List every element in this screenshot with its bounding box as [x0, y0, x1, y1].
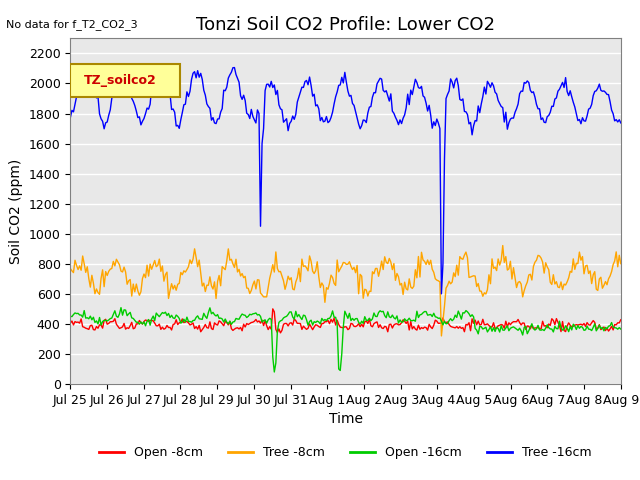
- Text: TZ_soilco2: TZ_soilco2: [84, 74, 157, 87]
- Open -8cm: [249, 319, 257, 325]
- Tree -8cm: [258, 292, 266, 298]
- Open -8cm: [276, 330, 284, 336]
- Tree -8cm: [617, 261, 625, 266]
- Open -8cm: [134, 321, 141, 327]
- Open -16cm: [617, 326, 625, 332]
- Open -16cm: [136, 321, 143, 327]
- Text: No data for f_T2_CO2_3: No data for f_T2_CO2_3: [6, 19, 138, 30]
- Line: Open -16cm: Open -16cm: [70, 308, 621, 372]
- Open -16cm: [67, 313, 74, 319]
- Line: Open -8cm: Open -8cm: [70, 309, 621, 333]
- X-axis label: Time: Time: [328, 412, 363, 426]
- Tree -8cm: [499, 243, 507, 249]
- Open -8cm: [230, 326, 238, 332]
- Tree -8cm: [67, 266, 74, 272]
- Open -16cm: [310, 319, 318, 324]
- Open -16cm: [250, 311, 258, 316]
- Open -8cm: [269, 306, 276, 312]
- Open -16cm: [271, 369, 278, 375]
- Tree -16cm: [617, 120, 625, 126]
- Tree -8cm: [249, 282, 257, 288]
- Line: Tree -8cm: Tree -8cm: [70, 246, 621, 336]
- Open -8cm: [617, 317, 625, 323]
- Tree -8cm: [438, 333, 445, 339]
- Open -16cm: [117, 305, 125, 311]
- Y-axis label: Soil CO2 (ppm): Soil CO2 (ppm): [9, 158, 23, 264]
- FancyBboxPatch shape: [70, 64, 180, 97]
- Tree -8cm: [134, 288, 141, 294]
- Line: Tree -16cm: Tree -16cm: [70, 64, 621, 294]
- Legend: Open -8cm, Tree -8cm, Open -16cm, Tree -16cm: Open -8cm, Tree -8cm, Open -16cm, Tree -…: [95, 441, 596, 464]
- Tree -16cm: [438, 291, 445, 297]
- Tree -8cm: [230, 264, 238, 270]
- Tree -8cm: [307, 258, 315, 264]
- Tree -16cm: [250, 117, 258, 123]
- Tree -16cm: [308, 93, 316, 99]
- Tree -8cm: [589, 272, 597, 277]
- Open -16cm: [232, 315, 240, 321]
- Open -8cm: [67, 320, 74, 326]
- Open -8cm: [589, 318, 597, 324]
- Title: Tonzi Soil CO2 Profile: Lower CO2: Tonzi Soil CO2 Profile: Lower CO2: [196, 16, 495, 34]
- Open -8cm: [310, 324, 318, 330]
- Open -16cm: [260, 318, 268, 324]
- Open -8cm: [258, 317, 266, 323]
- Tree -16cm: [67, 114, 74, 120]
- Tree -16cm: [159, 61, 166, 67]
- Open -16cm: [589, 324, 597, 330]
- Tree -16cm: [589, 93, 597, 98]
- Tree -16cm: [134, 115, 141, 120]
- Tree -16cm: [232, 72, 240, 77]
- Tree -16cm: [260, 126, 268, 132]
